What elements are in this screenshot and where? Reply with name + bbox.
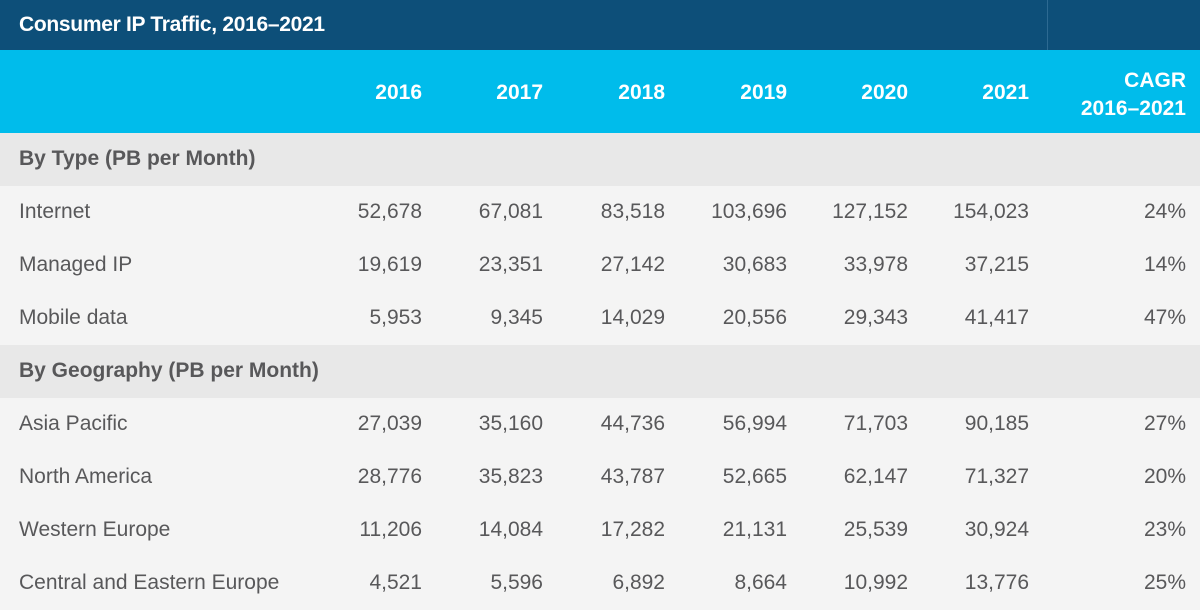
cagr-cell: 47% <box>1143 306 1186 329</box>
title-divider <box>1047 0 1048 50</box>
table-cell: 6,892 <box>612 571 665 594</box>
cagr-header-line: 2016–2021 <box>1080 97 1186 120</box>
table-cell: 33,978 <box>843 253 908 276</box>
column-header-row: 2016 2017 2018 2019 2020 2021 CAGR 2016–… <box>0 50 1200 133</box>
table-cell: 9,345 <box>490 306 543 329</box>
row-label: Internet <box>19 200 91 223</box>
table-cell: 10,992 <box>843 571 908 594</box>
row-label: Central and Eastern Europe <box>19 571 280 594</box>
table-cell: 35,823 <box>478 465 543 488</box>
table-cell: 17,282 <box>600 518 665 541</box>
table-cell: 90,185 <box>964 412 1029 435</box>
table-cell: 71,327 <box>964 465 1029 488</box>
table-cell: 30,924 <box>964 518 1029 541</box>
table-cell: 13,776 <box>964 571 1029 594</box>
row-label: Asia Pacific <box>19 412 128 435</box>
column-header: 2019 <box>740 81 787 104</box>
cagr-cell: 23% <box>1143 518 1186 541</box>
table-cell: 127,152 <box>832 200 908 223</box>
section-header-row: By Geography (PB per Month) <box>0 345 1200 398</box>
table-row: Asia Pacific 27,039 35,160 44,736 56,994 71,7… <box>0 398 1200 451</box>
cagr-cell: 27% <box>1143 412 1186 435</box>
cagr-column-header: CAGR 2016–2021 <box>1081 67 1186 123</box>
table-cell: 27,142 <box>600 253 665 276</box>
column-header: 2017 <box>496 81 543 104</box>
table-cell: 11,206 <box>359 518 422 541</box>
table-cell: 4,521 <box>369 571 422 594</box>
table-cell: 103,696 <box>711 200 787 223</box>
table-cell: 29,343 <box>843 306 908 329</box>
table-row: North America 28,776 35,823 43,787 52,665 62,… <box>0 451 1200 504</box>
table-cell: 27,039 <box>357 412 422 435</box>
table-cell: 23,351 <box>478 253 543 276</box>
table-cell: 35,160 <box>478 412 543 435</box>
table-cell: 19,619 <box>357 253 422 276</box>
table-cell: 5,596 <box>490 571 543 594</box>
table-cell: 8,664 <box>734 571 787 594</box>
table-title: Consumer IP Traffic, 2016–2021 <box>19 13 325 36</box>
table-cell: 67,081 <box>478 200 543 223</box>
table-cell: 30,683 <box>722 253 787 276</box>
cagr-cell: 20% <box>1143 465 1186 488</box>
table-cell: 20,556 <box>722 306 787 329</box>
table-cell: 62,147 <box>843 465 908 488</box>
cagr-cell: 25% <box>1143 571 1186 594</box>
cagr-cell: 24% <box>1143 200 1186 223</box>
row-label: North America <box>19 465 153 488</box>
section-label: By Geography (PB per Month) <box>19 359 319 382</box>
column-header: 2016 <box>375 81 422 104</box>
table-cell: 5,953 <box>369 306 422 329</box>
column-header: 2018 <box>618 81 665 104</box>
table-cell: 43,787 <box>600 465 665 488</box>
cagr-header-line: CAGR <box>1124 69 1186 92</box>
table-row: Central and Eastern Europe 4,521 5,596 6,89… <box>0 557 1200 610</box>
column-header: 2020 <box>861 81 908 104</box>
table-cell: 154,023 <box>953 200 1029 223</box>
table-cell: 14,084 <box>478 518 543 541</box>
table-cell: 25,539 <box>843 518 908 541</box>
table-title-bar: Consumer IP Traffic, 2016–2021 <box>0 0 1200 50</box>
table-row: Managed IP 19,619 23,351 27,142 30,683 33,978… <box>0 239 1200 292</box>
table-cell: 21,131 <box>722 518 787 541</box>
table-cell: 52,665 <box>722 465 787 488</box>
table-cell: 44,736 <box>600 412 665 435</box>
column-header: 2021 <box>982 81 1029 104</box>
table-cell: 14,029 <box>600 306 665 329</box>
table-cell: 28,776 <box>357 465 422 488</box>
cagr-cell: 14% <box>1143 253 1186 276</box>
row-label: Mobile data <box>19 306 128 329</box>
table-row: Internet 52,678 67,081 83,518 103,696 127,152… <box>0 186 1200 239</box>
table-cell: 37,215 <box>964 253 1029 276</box>
table-cell: 52,678 <box>357 200 422 223</box>
table-cell: 56,994 <box>722 412 787 435</box>
row-label: Western Europe <box>19 518 171 541</box>
table-row: Mobile data 5,953 9,345 14,029 20,556 29,343 4… <box>0 292 1200 345</box>
table-row: Western Europe 11,206 14,084 17,282 21,131 25… <box>0 504 1200 557</box>
table-cell: 71,703 <box>843 412 908 435</box>
section-header-row: By Type (PB per Month) <box>0 133 1200 186</box>
table-cell: 41,417 <box>964 306 1029 329</box>
row-label: Managed IP <box>19 253 133 276</box>
table-cell: 83,518 <box>600 200 665 223</box>
section-label: By Type (PB per Month) <box>19 147 256 170</box>
